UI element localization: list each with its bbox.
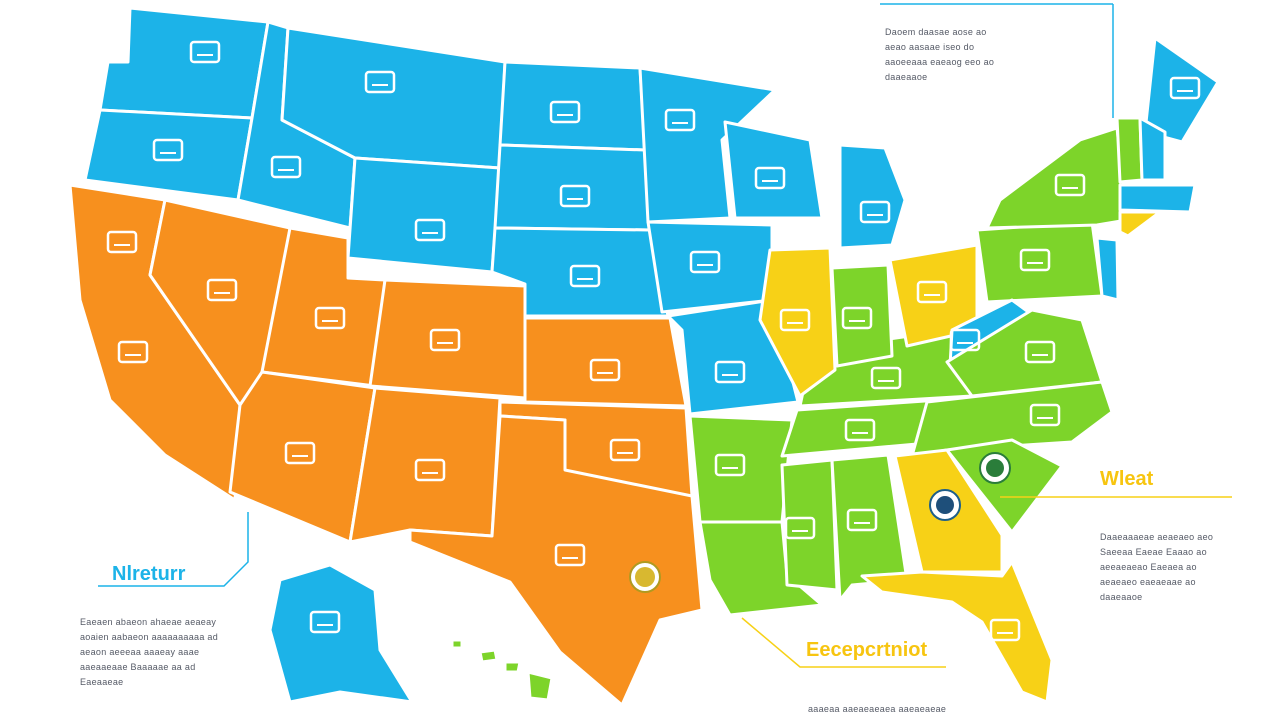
icon <box>870 366 902 390</box>
icon <box>206 278 238 302</box>
paragraph-line: Daaeaaaeae aeaeaeo aeo <box>1100 532 1213 542</box>
callout-title: Eecepcrtniot <box>806 639 927 661</box>
paragraph-line: Daoem daasae aose ao <box>885 27 987 37</box>
icon <box>844 418 876 442</box>
state <box>723 120 824 220</box>
icon <box>414 458 446 482</box>
icon <box>859 200 891 224</box>
icon <box>152 138 184 162</box>
icon <box>414 218 446 242</box>
marker <box>986 459 1004 477</box>
state <box>450 638 464 650</box>
state-shapes <box>68 6 1220 707</box>
icon <box>314 306 346 330</box>
icon <box>309 610 341 634</box>
paragraph-line: daaeaaoe <box>1100 592 1142 602</box>
paragraph-line: aaaeaa aaeaeaeaea aaeaeaeae <box>808 704 946 714</box>
icon <box>1029 403 1061 427</box>
callout-title: Nlreturr <box>112 563 186 585</box>
icon <box>1019 248 1051 272</box>
icon <box>989 618 1021 642</box>
state <box>646 220 774 314</box>
state <box>638 66 777 224</box>
state <box>478 648 499 664</box>
nlreturr-line <box>98 512 249 587</box>
icon <box>916 280 948 304</box>
markers <box>629 452 1011 593</box>
paragraph-line: daaeaaoe <box>885 72 927 82</box>
state <box>698 520 824 617</box>
state <box>1115 116 1144 184</box>
paragraph-line: Eaeaen abaeon ahaeae aeaeay <box>80 617 216 627</box>
icon <box>284 441 316 465</box>
callout-title: Wleat <box>1100 468 1154 490</box>
state-icons <box>106 40 1201 642</box>
state <box>523 316 688 408</box>
icon <box>609 438 641 462</box>
paragraph-line: aoaien aabaeon aaaaaaaaaa ad <box>80 632 218 642</box>
paragraph-line: aeaeaeo eaeaeaae ao <box>1100 577 1196 587</box>
icon <box>841 306 873 330</box>
eecepcrtniot-line <box>741 617 946 668</box>
state <box>838 143 907 250</box>
icon <box>364 70 396 94</box>
marker <box>936 496 954 514</box>
icon <box>559 184 591 208</box>
state <box>503 660 522 674</box>
icon <box>589 358 621 382</box>
state <box>860 560 1054 704</box>
state <box>493 143 652 232</box>
state <box>1118 183 1197 214</box>
icon <box>106 230 138 254</box>
icon <box>270 155 302 179</box>
paragraph-line: aeeaeaeao Eaeaea ao <box>1100 562 1197 572</box>
paragraph-line: aaeaaeaae Baaaaae aa ad <box>80 662 196 672</box>
icon <box>846 508 878 532</box>
state <box>780 458 839 592</box>
state <box>945 438 1064 534</box>
icon <box>714 360 746 384</box>
icon <box>784 516 816 540</box>
paragraph-line: aaoeeaaa eaeaog eeo ao <box>885 57 994 67</box>
state <box>498 60 647 152</box>
icon <box>754 166 786 190</box>
state <box>83 108 254 202</box>
state <box>268 563 414 704</box>
icon <box>549 100 581 124</box>
state <box>688 414 794 524</box>
paragraph-line: Saeeaa Eaeae Eaaao ao <box>1100 547 1207 557</box>
paragraph-line: Eaeaaeae <box>80 677 123 687</box>
state <box>368 278 527 400</box>
state <box>98 6 270 120</box>
icon <box>949 328 981 352</box>
icon <box>1024 340 1056 364</box>
icon <box>554 543 586 567</box>
icon <box>1169 76 1201 100</box>
state <box>1138 116 1167 182</box>
icon <box>429 328 461 352</box>
state <box>830 263 894 368</box>
icon <box>664 108 696 132</box>
state <box>526 670 554 702</box>
icon <box>1054 173 1086 197</box>
state <box>1095 236 1120 302</box>
icon <box>189 40 221 64</box>
icon <box>714 453 746 477</box>
paragraph-line: aeaon aeeeaa aaaeay aaae <box>80 647 199 657</box>
paragraph-line: aeao aasaae iseo do <box>885 42 974 52</box>
state <box>348 386 502 544</box>
callout-lines <box>98 3 1232 668</box>
state <box>346 156 502 274</box>
marker <box>635 567 655 587</box>
icon <box>117 340 149 364</box>
text-layer: Wleat Nlreturr Eecepcrtniot Daoem daasae… <box>80 27 1213 714</box>
state <box>1118 210 1162 238</box>
icon <box>779 308 811 332</box>
state <box>945 308 1104 398</box>
icon <box>689 250 721 274</box>
icon <box>569 264 601 288</box>
